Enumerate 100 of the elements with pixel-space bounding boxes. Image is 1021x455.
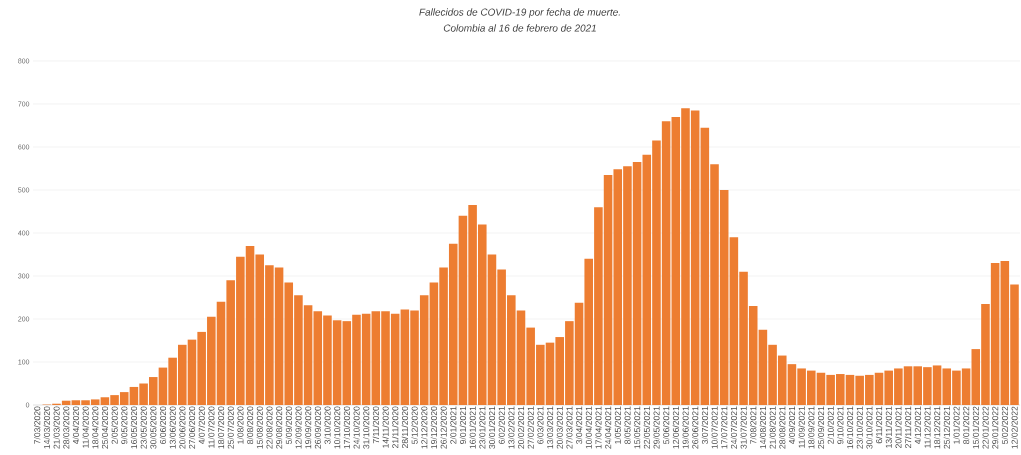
x-tick-label: 20/11/2021 xyxy=(895,406,902,448)
x-tick-label: 25/12/2021 xyxy=(943,406,950,449)
x-tick-label: 26/06/2021 xyxy=(692,406,699,449)
x-tick-label: 29/01/2022 xyxy=(991,406,999,449)
x-tick-label: 2/10/2021 xyxy=(827,406,834,444)
x-tick-label: 4/09/2021 xyxy=(788,406,796,445)
x-tick-label: 15/01/2022 xyxy=(972,406,979,449)
x-tick-label: 5/09/2020 xyxy=(285,406,292,444)
x-tick-label: 17/10/2020 xyxy=(343,406,350,449)
x-tick-label: 6/06/2020 xyxy=(159,406,167,444)
x-tick-label: 8/08/2020 xyxy=(246,406,254,444)
x-tick-label: 5/12/2020 xyxy=(411,406,418,444)
x-tick-label: 6/02/2021 xyxy=(498,406,505,444)
x-tick-label: 31/07/2021 xyxy=(740,406,747,449)
x-tick-label: 3/04/2021 xyxy=(575,406,583,444)
x-tick-label: 8/05/2021 xyxy=(624,406,631,444)
x-tick-label: 16/01/2021 xyxy=(469,406,476,449)
x-tick-label: 5/02/2022 xyxy=(1001,406,1008,444)
x-tick-label: 21/03/2020 xyxy=(53,406,60,449)
x-tick-label: 22/01/2022 xyxy=(982,406,989,449)
x-tick-label: 2/05/2020 xyxy=(111,406,118,444)
x-tick-label: 12/09/2020 xyxy=(295,406,302,449)
x-tick-label: 16/05/2020 xyxy=(130,406,138,449)
x-tick-label: 25/04/2020 xyxy=(101,406,109,449)
x-tick-label: 28/11/2020 xyxy=(401,406,408,448)
x-tick-label: 12/06/2021 xyxy=(672,406,679,449)
x-tick-label: 27/06/2020 xyxy=(188,406,196,449)
x-tick-label: 11/04/2020 xyxy=(82,406,89,448)
x-tick-label: 28/03/2020 xyxy=(63,406,70,449)
x-tick-label: 23/01/2021 xyxy=(479,406,486,449)
x-tick-label: 20/06/2020 xyxy=(179,406,186,449)
x-tick-label: 10/04/2021 xyxy=(585,406,592,449)
x-tick-label: 19/06/2021 xyxy=(682,406,689,449)
x-tick-label: 23/05/2020 xyxy=(140,406,147,449)
x-tick-label: 20/02/2021 xyxy=(517,406,525,449)
x-tick-label: 25/07/2020 xyxy=(227,406,234,449)
x-tick-label: 7/11/2020 xyxy=(372,406,379,444)
x-tick-label: 18/09/2021 xyxy=(808,406,815,449)
x-tick-label: 19/12/2020 xyxy=(430,406,438,449)
x-tick-label: 18/07/2020 xyxy=(217,406,225,449)
chart-title: Fallecidos de COVID-19 por fecha de muerte. xyxy=(419,8,620,18)
x-tick-label: 17/07/2021 xyxy=(721,406,728,449)
x-tick-label: 6/11/2021 xyxy=(875,406,883,444)
x-tick-label: 16/10/2021 xyxy=(846,406,854,449)
x-tick-label: 24/04/2021 xyxy=(604,406,612,449)
x-tick-label: 21/11/2020 xyxy=(392,406,399,448)
x-tick-label: 1/01/2022 xyxy=(953,406,960,444)
x-tick-label: 29/08/2020 xyxy=(275,406,283,449)
x-tick-label: 14/03/2020 xyxy=(43,406,50,449)
x-tick-label: 18/04/2020 xyxy=(92,406,99,449)
x-tick-label: 25/09/2021 xyxy=(817,406,825,449)
x-tick-label: 9/01/2021 xyxy=(459,406,467,444)
x-tick-label: 5/06/2021 xyxy=(662,406,670,444)
x-tick-label: 26/09/2020 xyxy=(314,406,321,449)
x-tick-label: 21/08/2021 xyxy=(769,406,776,449)
x-tick-label: 15/08/2020 xyxy=(256,406,263,449)
x-tick-label: 22/08/2020 xyxy=(266,406,273,449)
x-tick-label: 1/08/2020 xyxy=(237,406,244,444)
x-tick-label: 13/11/2021 xyxy=(885,406,892,448)
x-tick-label: 17/04/2021 xyxy=(595,406,602,449)
x-tick-label: 3/07/2021 xyxy=(701,406,708,444)
x-tick-label: 7/08/2021 xyxy=(750,406,757,444)
x-tick-label: 12/02/2022 xyxy=(1011,406,1018,449)
x-tick-label: 9/10/2021 xyxy=(837,406,844,444)
chart-subtitle: Colombia al 16 de febrero de 2021 xyxy=(443,24,596,32)
x-tick-label: 8/01/2022 xyxy=(962,406,970,444)
x-tick-label: 11/09/2021 xyxy=(798,406,805,448)
x-tick-label: 24/07/2021 xyxy=(730,406,738,449)
x-tick-label: 30/01/2021 xyxy=(488,406,496,449)
x-tick-label: 20/03/2021 xyxy=(556,406,563,449)
x-tick-label: 9/05/2020 xyxy=(121,406,128,444)
x-tick-label: 7/03/2020 xyxy=(34,406,41,444)
x-tick-label: 28/08/2021 xyxy=(779,406,786,449)
x-tick-label: 3/10/2020 xyxy=(324,406,331,444)
x-tick-label: 19/09/2020 xyxy=(304,406,312,449)
x-tick-label: 6/03/2021 xyxy=(537,406,544,444)
x-tick-label: 30/10/2021 xyxy=(866,406,873,449)
x-tick-label: 1/05/2021 xyxy=(614,406,621,444)
x-tick-label: 14/08/2021 xyxy=(759,406,767,449)
x-tick-label: 22/05/2021 xyxy=(643,406,650,449)
x-tick-label: 4/07/2020 xyxy=(198,406,205,445)
x-tick-label: 15/05/2021 xyxy=(633,406,641,449)
x-tick-label: 26/12/2020 xyxy=(440,406,447,449)
x-tick-label: 10/10/2020 xyxy=(333,406,341,449)
x-tick-label: 23/10/2021 xyxy=(856,406,863,449)
x-tick-label: 4/04/2020 xyxy=(72,406,79,445)
x-tick-label: 12/12/2020 xyxy=(421,406,428,449)
x-tick-label: 13/06/2020 xyxy=(169,406,176,449)
x-tick-label: 11/07/2020 xyxy=(208,406,215,448)
x-tick-label: 14/11/2020 xyxy=(382,406,389,448)
x-tick-label: 30/05/2020 xyxy=(150,406,157,449)
x-tick-label: 31/10/2020 xyxy=(363,406,370,449)
x-tick-label: 13/03/2021 xyxy=(546,406,554,449)
x-tick-label: 27/03/2021 xyxy=(566,406,573,449)
x-tick-label: 4/12/2021 xyxy=(914,406,921,445)
x-tick-label: 27/11/2021 xyxy=(904,406,912,448)
x-tick-label: 29/05/2021 xyxy=(653,406,660,449)
x-tick-label: 24/10/2020 xyxy=(353,406,360,449)
x-tick-label: 13/02/2021 xyxy=(508,406,515,449)
x-tick-label: 11/12/2021 xyxy=(924,406,931,448)
